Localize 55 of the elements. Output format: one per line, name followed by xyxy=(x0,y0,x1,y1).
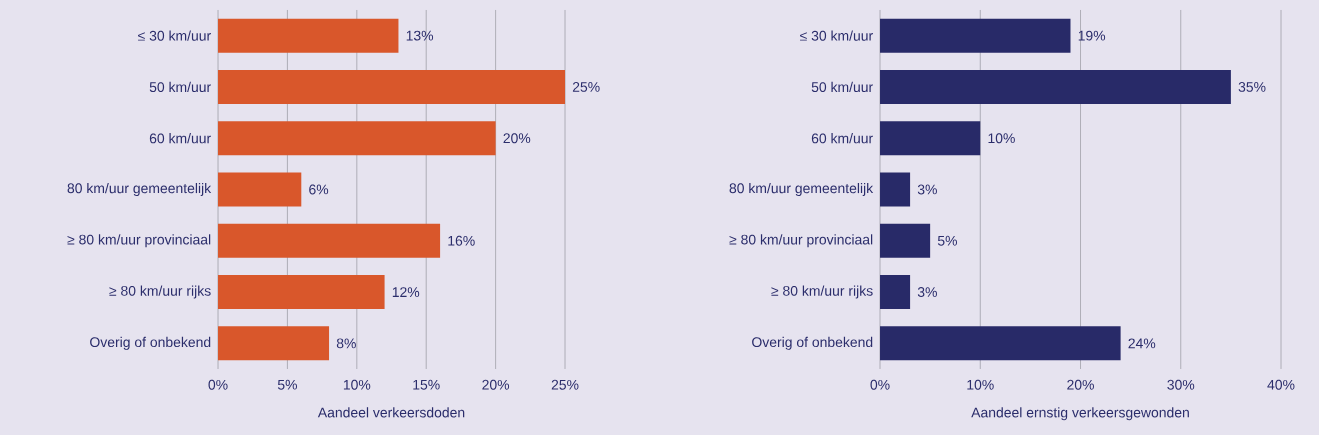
data-label: 25% xyxy=(572,81,600,92)
y-tick-label: 60 km/uur xyxy=(149,133,211,144)
data-label: 20% xyxy=(503,133,531,144)
y-tick-label: ≤ 30 km/uur xyxy=(138,30,211,41)
bar xyxy=(218,121,496,156)
data-label: 8% xyxy=(336,338,356,349)
data-label: 10% xyxy=(988,133,1015,144)
bar xyxy=(880,121,981,156)
data-label: 5% xyxy=(937,235,957,246)
y-tick-label: 80 km/uur gemeentelijk xyxy=(729,182,874,196)
x-tick-label: 30% xyxy=(1167,379,1195,390)
bar xyxy=(880,223,931,258)
x-tick-label: 20% xyxy=(1067,379,1094,390)
x-tick-label: 10% xyxy=(967,379,994,390)
bar xyxy=(880,275,911,310)
y-tick-label: Overig of onbekend xyxy=(90,336,211,350)
data-label: 19% xyxy=(1078,30,1106,41)
y-tick-label: 60 km/uur xyxy=(811,133,873,144)
data-label: 13% xyxy=(406,30,434,41)
x-tick-label: 10% xyxy=(343,379,371,390)
bar xyxy=(880,69,1231,104)
x-tick-label: 15% xyxy=(413,379,440,390)
data-label: 3% xyxy=(917,184,937,195)
y-tick-label: ≥ 80 km/uur provinciaal xyxy=(729,234,873,248)
y-tick-label: ≤ 30 km/uur xyxy=(800,30,873,41)
bar xyxy=(218,69,566,104)
x-tick-label: 0% xyxy=(208,379,228,390)
x-tick-label: 25% xyxy=(551,379,579,390)
data-label: 6% xyxy=(309,184,329,195)
x-tick-label: 0% xyxy=(870,379,890,390)
data-label: 35% xyxy=(1238,81,1266,92)
data-label: 3% xyxy=(917,287,937,297)
bar xyxy=(218,223,441,258)
bar xyxy=(218,18,399,53)
y-tick-label: ≥ 80 km/uur provinciaal xyxy=(67,234,211,248)
y-tick-label: 80 km/uur gemeentelijk xyxy=(67,182,212,196)
x-tick-label: 20% xyxy=(482,379,510,390)
x-axis-title: Aandeel verkeersdoden xyxy=(317,407,465,418)
bar xyxy=(218,172,302,207)
x-tick-label: 5% xyxy=(277,379,297,390)
bar xyxy=(218,275,385,310)
y-tick-label: 50 km/uur xyxy=(811,81,873,93)
data-label: 12% xyxy=(392,287,420,297)
data-label: 24% xyxy=(1128,338,1156,349)
y-tick-label: Overig of onbekend xyxy=(752,336,873,350)
x-tick-label: 40% xyxy=(1267,379,1295,390)
y-tick-label: ≥ 80 km/uur rijks xyxy=(109,285,211,299)
bar xyxy=(880,172,911,207)
y-tick-label: ≥ 80 km/uur rijks xyxy=(771,285,873,299)
bar xyxy=(218,326,330,361)
y-tick-label: 50 km/uur xyxy=(149,81,211,93)
bar xyxy=(880,326,1121,361)
data-label: 16% xyxy=(448,235,475,246)
x-axis-title: Aandeel ernstig verkeersgewonden xyxy=(971,407,1189,421)
bar xyxy=(880,18,1071,53)
